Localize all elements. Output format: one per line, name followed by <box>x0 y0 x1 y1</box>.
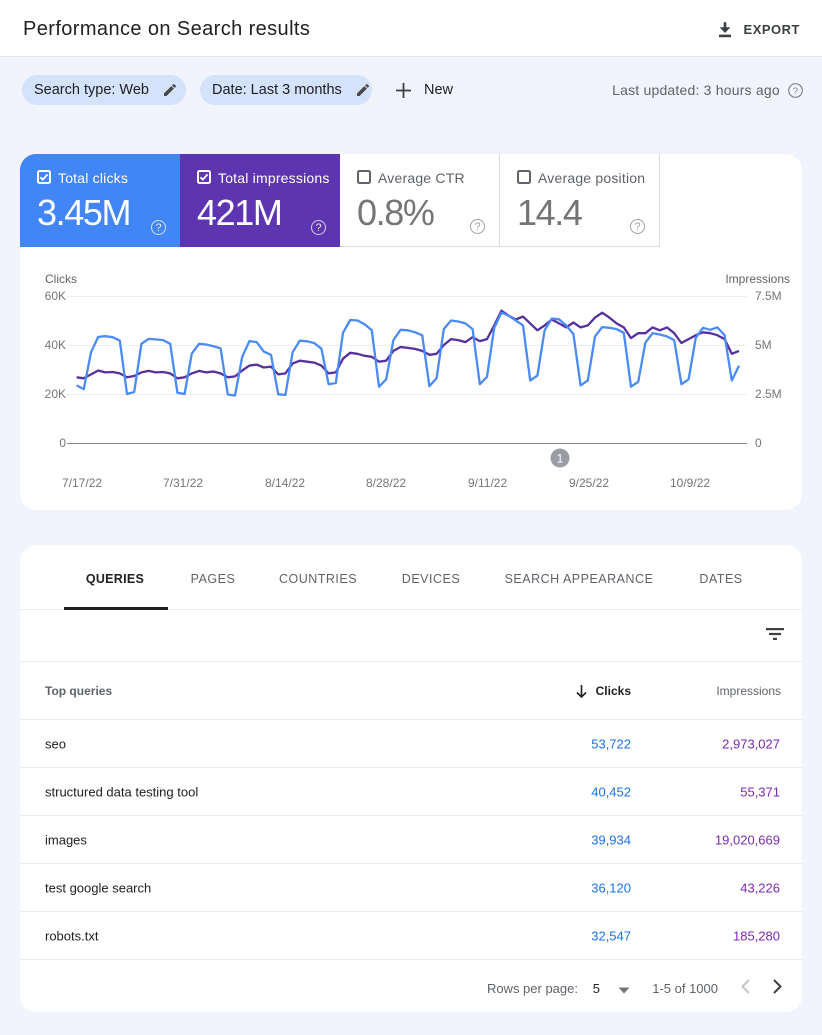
svg-text:1: 1 <box>557 452 564 466</box>
svg-text:?: ? <box>793 86 798 97</box>
